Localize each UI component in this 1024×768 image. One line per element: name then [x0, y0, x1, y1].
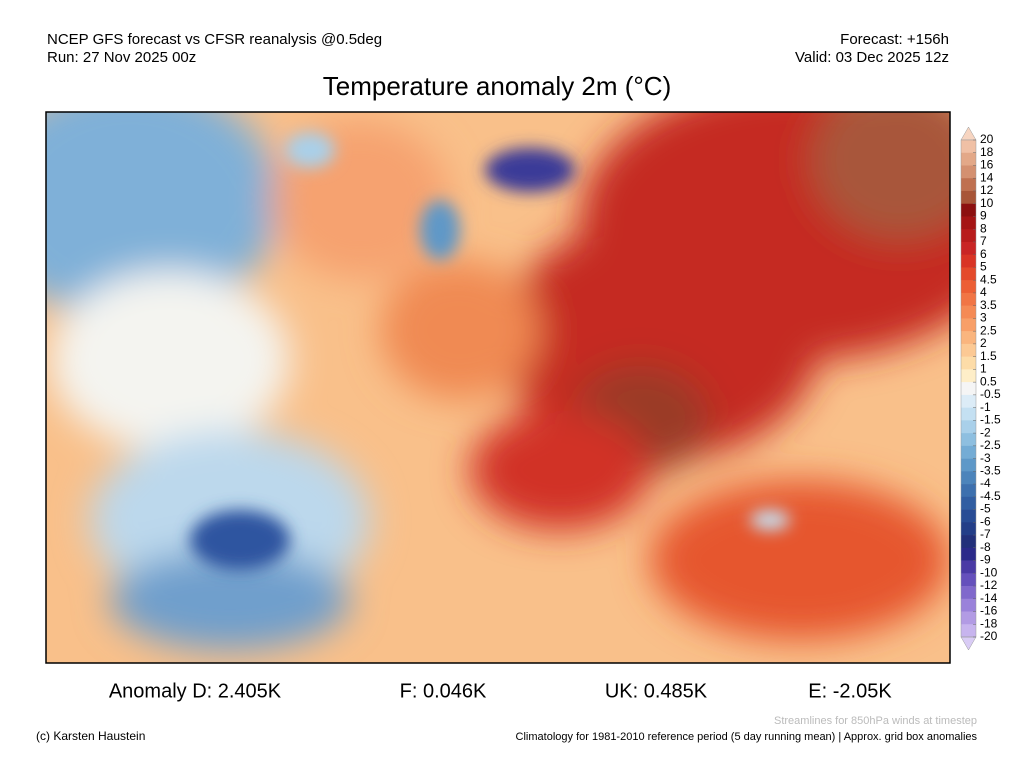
- colorbar-segment: [961, 280, 976, 294]
- colorbar-segment: [961, 484, 976, 498]
- colorbar-segment: [961, 496, 976, 510]
- colorbar-label: -10: [980, 565, 998, 579]
- colorbar-segment: [961, 343, 976, 357]
- climatology-note: Climatology for 1981-2010 reference peri…: [516, 731, 978, 743]
- stat-e: E: -2.05K: [808, 680, 892, 702]
- colorbar-label: -14: [980, 591, 998, 605]
- colorbar-segment: [961, 433, 976, 447]
- colorbar-segment: [961, 458, 976, 472]
- colorbar-label: 18: [980, 145, 994, 159]
- colorbar-segment: [961, 547, 976, 561]
- colorbar-segment: [961, 267, 976, 281]
- colorbar-segment: [961, 165, 976, 179]
- colorbar-label: -18: [980, 616, 998, 630]
- colorbar-segment: [961, 229, 976, 243]
- colorbar-label: 0.5: [980, 374, 997, 388]
- streamline-note: Streamlines for 850hPa winds at timestep: [774, 715, 977, 727]
- map-frame: [45, 111, 951, 664]
- colorbar-segment: [961, 420, 976, 434]
- colorbar-segment: [961, 254, 976, 268]
- colorbar-label: 2: [980, 336, 987, 350]
- colorbar-label: 1.5: [980, 349, 997, 363]
- colorbar-segment: [961, 407, 976, 421]
- colorbar-segment: [961, 611, 976, 625]
- map: [46, 112, 950, 663]
- colorbar-segment: [961, 471, 976, 485]
- colorbar-label: 4: [980, 285, 987, 299]
- colorbar-segment: [961, 178, 976, 192]
- stat-uk: UK: 0.485K: [605, 680, 708, 702]
- colorbar-segment: [961, 535, 976, 549]
- colorbar-segment: [961, 509, 976, 523]
- colorbar-label: 2.5: [980, 323, 997, 337]
- colorbar-segment: [961, 203, 976, 217]
- colorbar-label: -0.5: [980, 387, 1001, 401]
- colorbar-segment: [961, 292, 976, 306]
- colorbar-label: 20: [980, 132, 994, 146]
- colorbar-frame: [960, 139, 977, 638]
- colorbar-label: -4: [980, 476, 991, 490]
- colorbar-end: [960, 126, 977, 141]
- stat-d: Anomaly D: 2.405K: [109, 680, 282, 702]
- colorbar-segment: [961, 318, 976, 332]
- colorbar-label: 8: [980, 221, 987, 235]
- colorbar-segment: [961, 573, 976, 587]
- colorbar-segment: [961, 216, 976, 230]
- colorbar-label: 10: [980, 196, 994, 210]
- colorbar-label: 4.5: [980, 272, 997, 286]
- forecast-label: Forecast: +156h: [840, 31, 949, 48]
- colorbar-label: -7: [980, 527, 991, 541]
- colorbar-segment: [961, 356, 976, 370]
- colorbar-label: -2.5: [980, 438, 1001, 452]
- colorbar-label: 14: [980, 170, 994, 184]
- colorbar-label: 6: [980, 247, 987, 261]
- colorbar: 201816141210987654.543.532.521.510.5-0.5…: [960, 126, 1001, 651]
- colorbar-label: -4.5: [980, 489, 1001, 503]
- colorbar-segment: [961, 394, 976, 408]
- colorbar-segment: [961, 140, 976, 154]
- colorbar-segment: [961, 560, 976, 574]
- colorbar-label: -9: [980, 553, 991, 567]
- colorbar-label: -1.5: [980, 413, 1001, 427]
- colorbar-segment: [961, 382, 976, 396]
- colorbar-end: [960, 636, 977, 651]
- colorbar-label: 1: [980, 362, 987, 376]
- stat-f: F: 0.046K: [400, 680, 487, 702]
- colorbar-segment: [961, 190, 976, 205]
- colorbar-label: 12: [980, 183, 994, 197]
- colorbar-segment: [961, 598, 976, 612]
- colorbar-segment: [961, 305, 976, 319]
- colorbar-label: 3: [980, 311, 987, 325]
- copyright: (c) Karsten Haustein: [36, 729, 145, 743]
- map-title: Temperature anomaly 2m (°C): [323, 71, 672, 101]
- valid-label: Valid: 03 Dec 2025 12z: [795, 49, 949, 66]
- colorbar-label: 16: [980, 158, 994, 172]
- colorbar-label: 3.5: [980, 298, 997, 312]
- colorbar-label: 7: [980, 234, 987, 248]
- colorbar-label: -20: [980, 629, 998, 643]
- colorbar-label: -6: [980, 514, 991, 528]
- colorbar-label: 9: [980, 209, 987, 223]
- run-label: Run: 27 Nov 2025 00z: [47, 49, 196, 66]
- colorbar-segment: [961, 241, 976, 255]
- colorbar-label: 5: [980, 260, 987, 274]
- colorbar-segment: [961, 624, 976, 638]
- colorbar-label: -8: [980, 540, 991, 554]
- colorbar-segment: [961, 152, 976, 166]
- colorbar-label: -5: [980, 502, 991, 516]
- colorbar-label: -3.5: [980, 464, 1001, 478]
- model-label: NCEP GFS forecast vs CFSR reanalysis @0.…: [47, 31, 382, 48]
- colorbar-segment: [961, 445, 976, 459]
- colorbar-label: -12: [980, 578, 998, 592]
- colorbar-segment: [961, 586, 976, 600]
- colorbar-label: -16: [980, 604, 998, 618]
- colorbar-segment: [961, 522, 976, 536]
- colorbar-segment: [961, 369, 976, 383]
- colorbar-label: -1: [980, 400, 991, 414]
- colorbar-label: -3: [980, 451, 991, 465]
- colorbar-label: -2: [980, 425, 991, 439]
- colorbar-segment: [961, 331, 976, 345]
